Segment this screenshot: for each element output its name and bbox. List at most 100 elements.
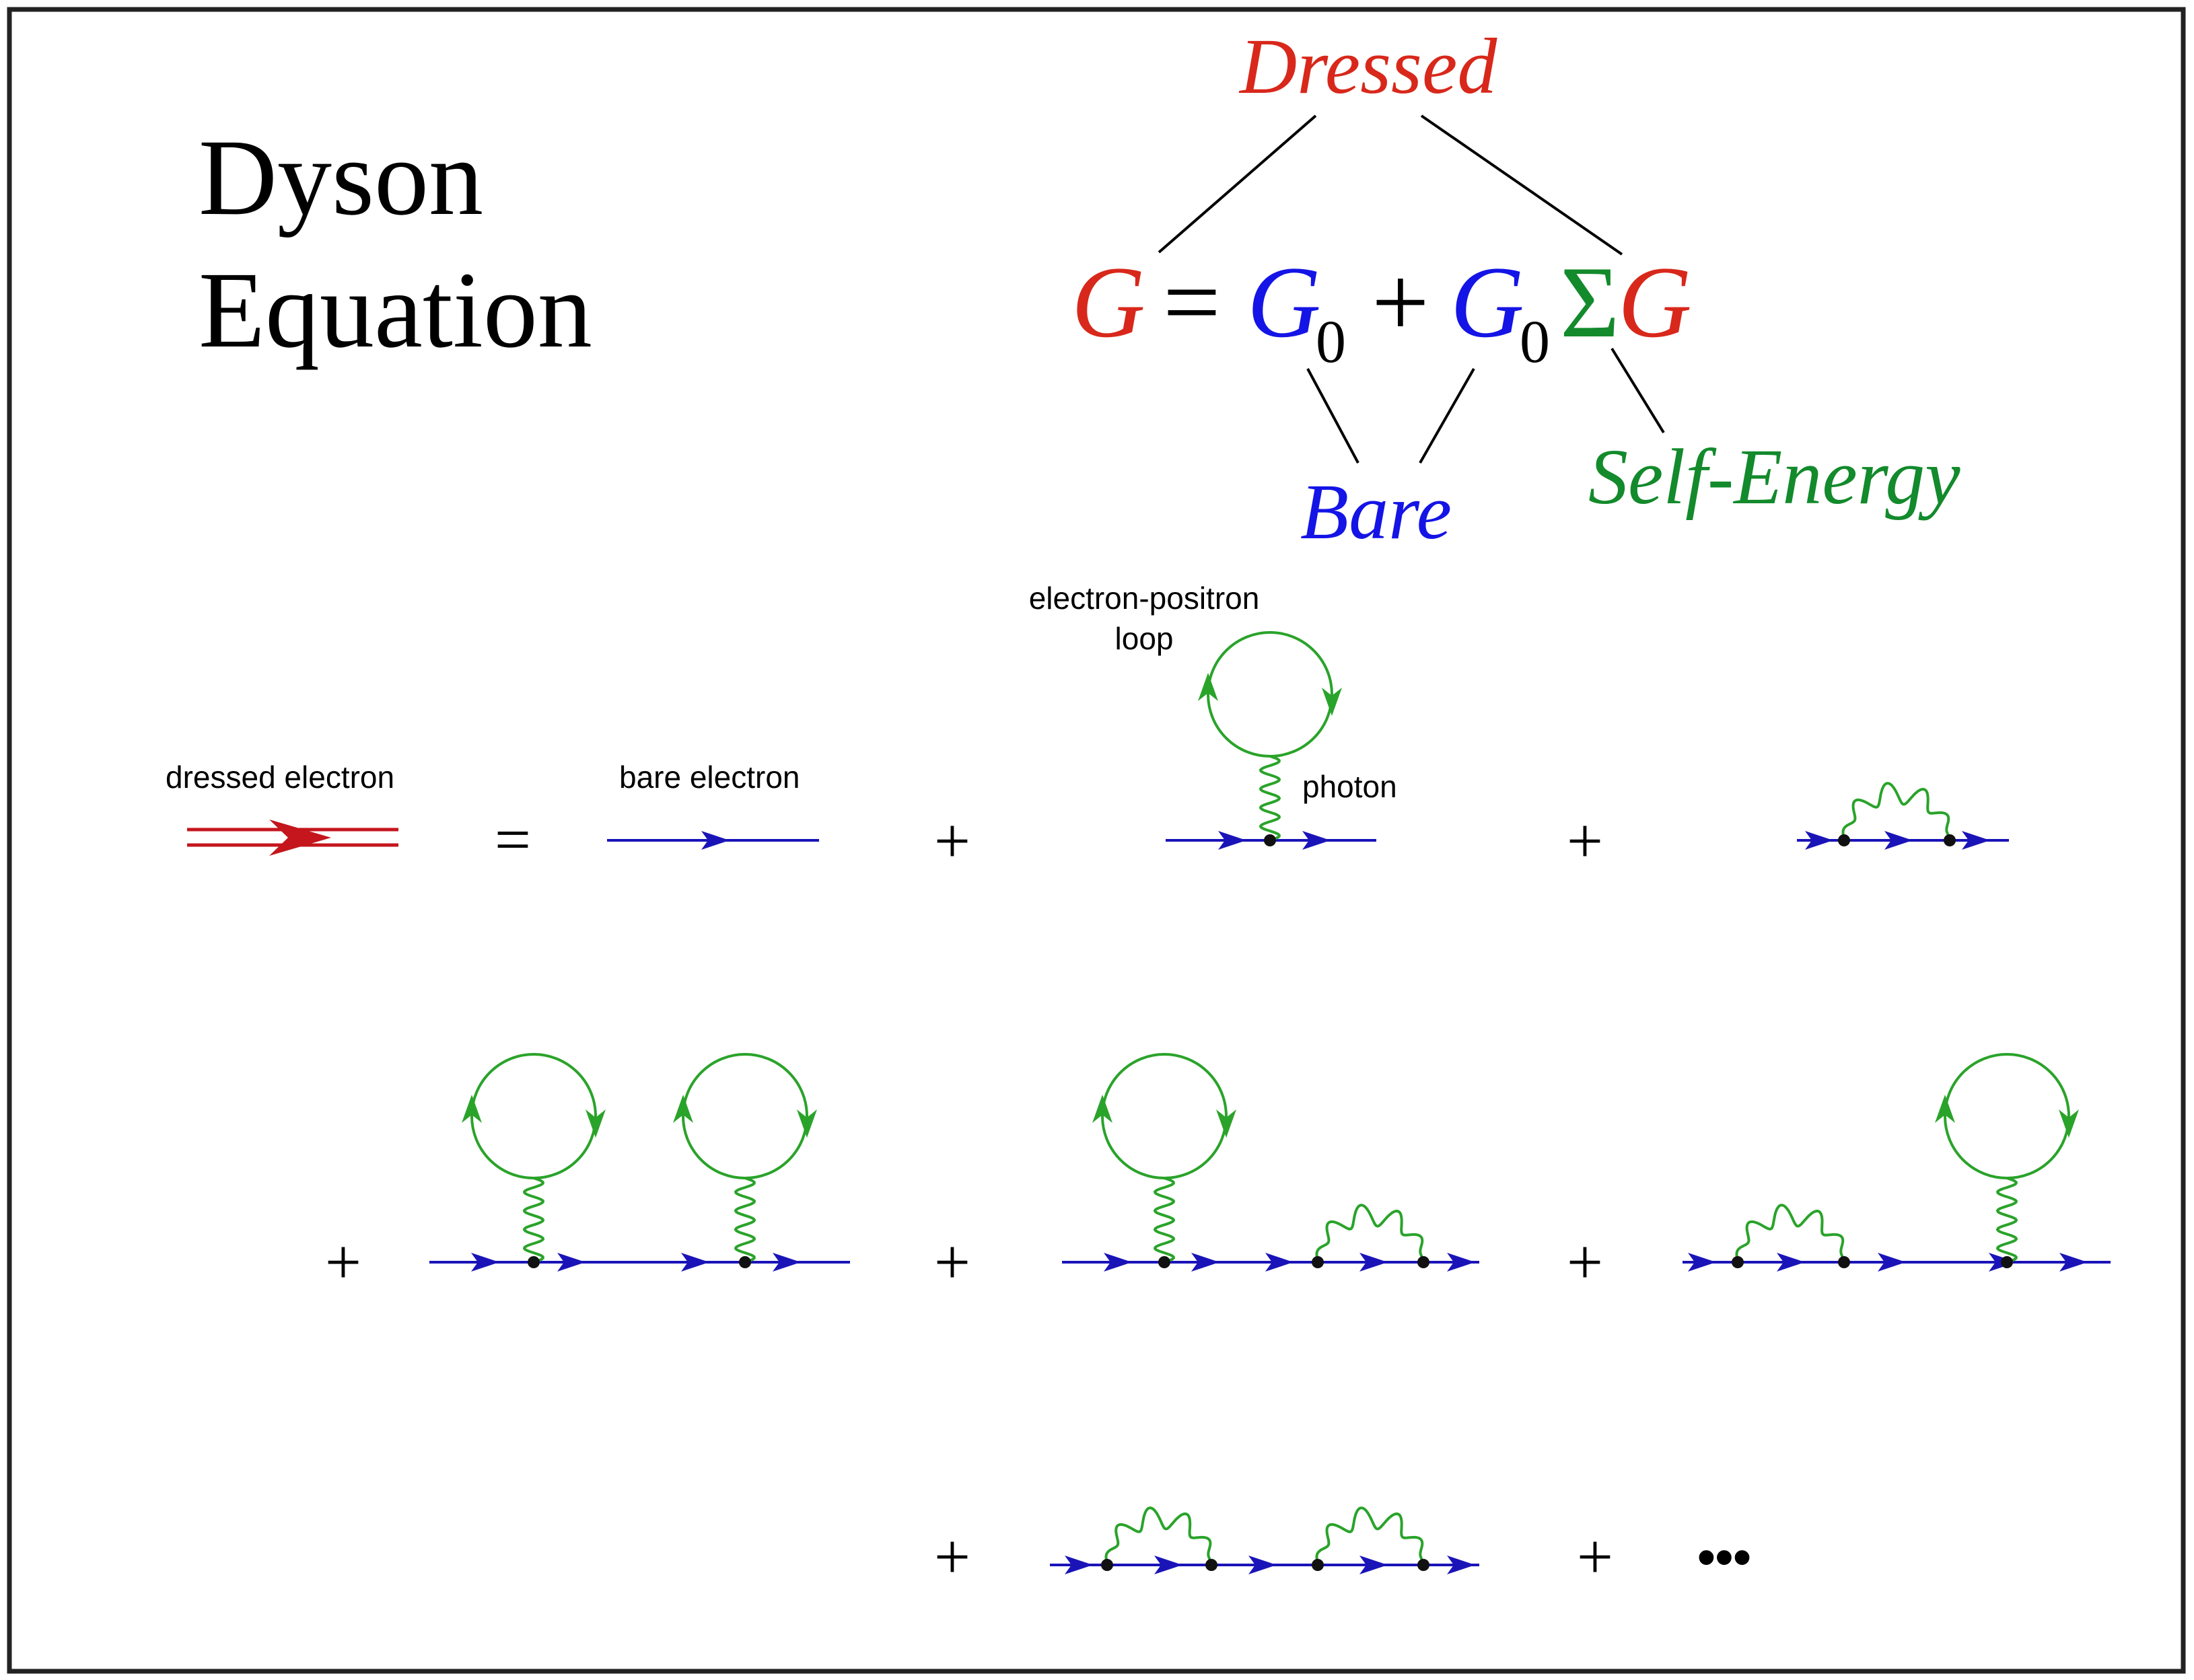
loop-arrow-icon — [1322, 688, 1342, 716]
loop-label-line-2: loop — [1115, 621, 1174, 656]
dyson-equation: G = G 0 + G 0 Σ G — [1071, 246, 1692, 375]
photon-line — [522, 1177, 545, 1264]
electron-positron-loop — [1101, 1053, 1228, 1179]
tadpole-diagram — [1166, 631, 1376, 850]
loop-arrow-icon — [1216, 1109, 1236, 1138]
photon-arc — [1104, 1506, 1213, 1566]
plus-operator: + — [934, 1521, 970, 1593]
arrow-icon — [1777, 1253, 1805, 1272]
self-energy-tadpole-diagram — [1683, 1053, 2111, 1272]
vertex-dot — [1838, 1256, 1850, 1268]
photon-line — [734, 1177, 756, 1264]
loop-arrow-icon — [1198, 673, 1218, 701]
vertex-dot — [1417, 1559, 1429, 1571]
eq-G0-first: G — [1247, 246, 1321, 359]
eq-G0-second: G — [1450, 246, 1524, 359]
tadpole-self-energy-diagram — [1062, 1053, 1479, 1272]
bare-annotation: Bare — [1300, 468, 1452, 556]
photon-line — [1995, 1177, 2018, 1264]
vertex-dot — [1158, 1256, 1170, 1268]
arrow-icon — [681, 1253, 709, 1272]
electron-positron-loop — [470, 1053, 597, 1179]
vertex-dot — [1205, 1559, 1217, 1571]
arrow-icon — [1265, 1253, 1294, 1272]
arrow-icon — [1248, 1556, 1277, 1574]
eq-plus: + — [1372, 246, 1429, 359]
dressed-electron-label: dressed electron — [166, 760, 394, 795]
photon-arc — [1735, 1204, 1845, 1263]
loop-arrow-icon — [2059, 1109, 2079, 1138]
title-line-2: Equation — [199, 250, 592, 371]
arrow-icon — [471, 1253, 499, 1272]
feynman-diagrams — [429, 631, 2111, 1574]
vertex-dot — [1732, 1256, 1744, 1268]
vertex-dot — [1944, 834, 1956, 846]
loop-label-line-1: electron-positron — [1029, 581, 1260, 616]
photon-arc — [1315, 1204, 1425, 1263]
loop-arrow-icon — [797, 1109, 817, 1138]
arrow-icon — [1447, 1253, 1475, 1272]
eq-equals: = — [1163, 246, 1221, 359]
loop-arrow-icon — [673, 1095, 693, 1123]
electron-positron-loop — [1207, 631, 1333, 758]
loop-arrow-icon — [1092, 1095, 1112, 1123]
vertex-dot — [1312, 1559, 1324, 1571]
arrow-icon — [1359, 1253, 1388, 1272]
arrow-icon — [1191, 1253, 1219, 1272]
eq-sigma: Σ — [1560, 246, 1619, 359]
arrow-icon — [1805, 831, 1833, 850]
dressed-propagator — [187, 819, 398, 856]
title-line-1: Dyson — [199, 118, 483, 238]
arrow-icon — [1302, 831, 1331, 850]
eq-G-dressed: G — [1071, 246, 1145, 359]
arrow-icon — [773, 1253, 801, 1272]
self-energy-annotation: Self-Energy — [1588, 433, 1960, 521]
arrow-icon — [1359, 1556, 1388, 1574]
eq-sub-0-second: 0 — [1520, 309, 1550, 375]
plus-operator: + — [1567, 805, 1603, 877]
vertex-dot — [2001, 1256, 2013, 1268]
plus-operator: + — [1567, 1226, 1603, 1298]
vertex-dot — [1101, 1559, 1113, 1571]
plus-operator: + — [934, 805, 970, 877]
electron-positron-loop — [1944, 1053, 2070, 1179]
photon-line — [1153, 1177, 1176, 1264]
self-energy-diagram — [1797, 782, 2009, 850]
dressed-annotation: Dressed — [1238, 22, 1497, 110]
plus-operator: + — [325, 1226, 361, 1298]
arrow-icon — [1218, 831, 1246, 850]
eq-G-dressed-second: G — [1618, 246, 1692, 359]
annotation-connectors — [1158, 114, 1665, 464]
plus-operator: + — [934, 1226, 970, 1298]
double-tadpole-diagram — [429, 1053, 850, 1272]
loop-arrow-icon — [462, 1095, 482, 1123]
photon-arc — [1315, 1506, 1425, 1566]
photon-line — [1259, 755, 1281, 842]
loop-arrow-icon — [586, 1109, 606, 1138]
photon-arc — [1841, 782, 1951, 841]
loop-arrow-icon — [1935, 1095, 1955, 1123]
vertex-dot — [1838, 834, 1850, 846]
arrow-icon — [1878, 1253, 1906, 1272]
vertex-dot — [1417, 1256, 1429, 1268]
arrow-icon — [1962, 831, 1990, 850]
arrow-icon — [1688, 1253, 1716, 1272]
arrow-icon — [2059, 1253, 2088, 1272]
arrow-icon — [1884, 831, 1913, 850]
equals-operator: = — [495, 803, 531, 875]
double-self-energy-diagram — [1050, 1506, 1479, 1574]
arrow-icon — [1447, 1556, 1475, 1574]
bare-propagator — [607, 831, 819, 850]
vertex-dot — [1264, 834, 1276, 846]
photon-label: photon — [1302, 769, 1397, 804]
arrow-icon — [557, 1253, 586, 1272]
vertex-dot — [739, 1256, 751, 1268]
vertex-dot — [528, 1256, 540, 1268]
arrow-icon — [701, 831, 730, 850]
ellipsis: ••• — [1697, 1529, 1751, 1586]
arrow-icon — [1154, 1556, 1182, 1574]
vertex-dot — [1312, 1256, 1324, 1268]
arrow-icon — [1104, 1253, 1132, 1272]
plus-operator: + — [1577, 1521, 1613, 1593]
